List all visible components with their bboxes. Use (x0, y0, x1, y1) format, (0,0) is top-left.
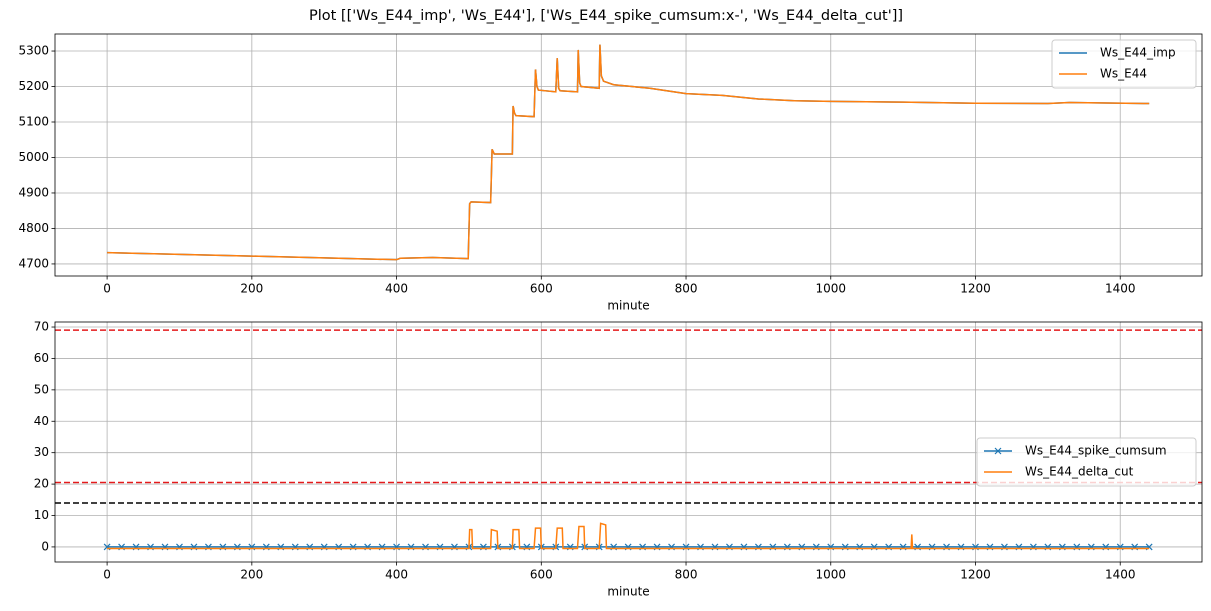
y-tick-label: 5100 (18, 115, 49, 129)
figure-title: Plot [['Ws_E44_imp', 'Ws_E44'], ['Ws_E44… (309, 8, 903, 24)
legend-label: Ws_E44_spike_cumsum (1025, 444, 1167, 458)
x-tick-label: 800 (675, 282, 698, 296)
plot-area (107, 44, 1150, 261)
y-tick-label: 50 (34, 382, 49, 396)
axes-frame (54, 33, 1203, 277)
x-tick-label: 1400 (1105, 568, 1136, 582)
x-tick-label: 0 (103, 568, 111, 582)
y-tick-label: 5000 (18, 150, 49, 164)
x-tick-label: 1000 (815, 568, 846, 582)
legend-box (1051, 39, 1197, 89)
y-tick-label: 5200 (18, 79, 49, 93)
legend-marker (994, 447, 1002, 455)
y-tick-label: 40 (34, 414, 49, 428)
y-tick-label: 70 (34, 320, 49, 334)
legend-label: Ws_E44 (1100, 67, 1147, 81)
x-tick-label: 1000 (815, 282, 846, 296)
y-tick-label: 0 (41, 539, 49, 553)
x-tick-label: 600 (530, 282, 553, 296)
x-tick-label: 400 (385, 282, 408, 296)
series-line (107, 522, 1150, 550)
x-tick-label: 800 (675, 568, 698, 582)
legend-label: Ws_E44_imp (1100, 46, 1176, 60)
y-tick-label: 4800 (18, 221, 49, 235)
x-tick-label: 1200 (960, 568, 991, 582)
x-tick-label: 600 (530, 568, 553, 582)
y-tick-label: 20 (34, 477, 49, 491)
x-tick-label: 1200 (960, 282, 991, 296)
legend-label: Ws_E44_delta_cut (1025, 465, 1134, 479)
legend-box (976, 437, 1197, 487)
x-tick-label: 0 (103, 282, 111, 296)
x-axis-label: minute (607, 299, 649, 313)
series-line (107, 44, 1150, 261)
y-tick-label: 5300 (18, 44, 49, 58)
y-tick-label: 60 (34, 351, 49, 365)
y-tick-label: 4700 (18, 256, 49, 270)
y-tick-label: 4900 (18, 185, 49, 199)
y-tick-label: 10 (34, 508, 49, 522)
axes-frame (54, 321, 1203, 563)
x-tick-label: 200 (240, 282, 263, 296)
x-axis-label: minute (607, 585, 649, 599)
y-tick-label: 30 (34, 445, 49, 459)
x-tick-label: 200 (240, 568, 263, 582)
x-tick-label: 1400 (1105, 282, 1136, 296)
x-tick-label: 400 (385, 568, 408, 582)
